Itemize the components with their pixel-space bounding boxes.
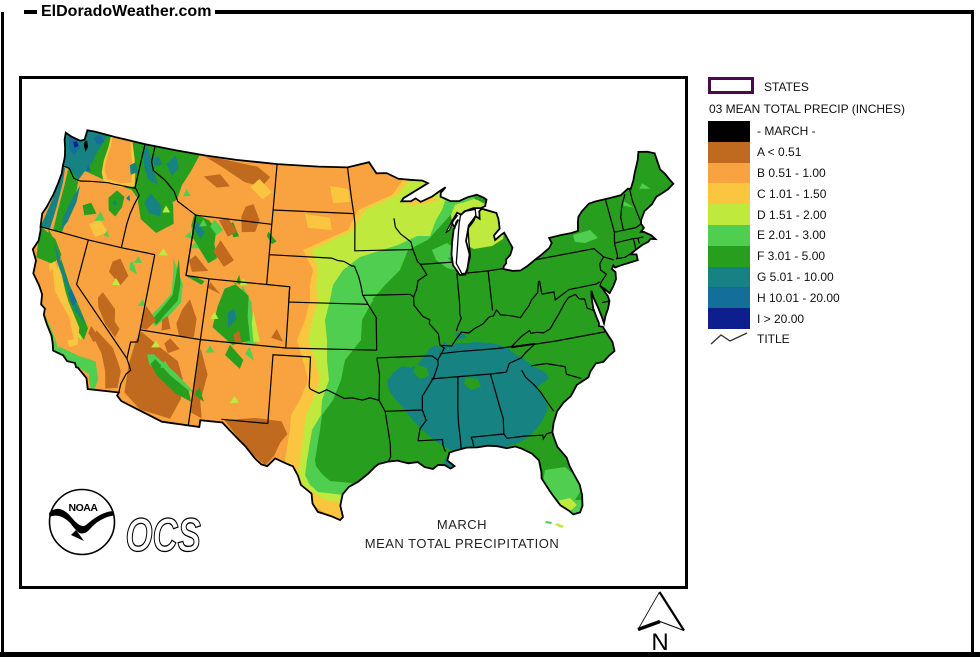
svg-text:NOAA: NOAA [69, 502, 99, 514]
svg-text:OCS: OCS [125, 510, 201, 560]
svg-text:N: N [651, 629, 668, 654]
